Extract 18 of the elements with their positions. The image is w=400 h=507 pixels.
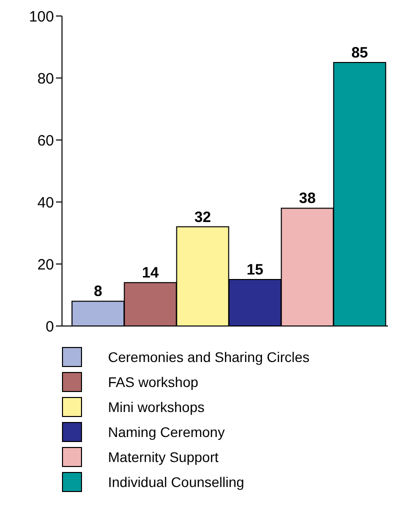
y-tick-label: 20 [37,256,54,274]
data-label: 15 [246,262,264,278]
legend-label: Maternity Support [108,448,218,464]
y-tick-label: 40 [37,194,54,212]
y-tick-label: 60 [37,132,54,150]
legend-label: Individual Counselling [108,474,244,490]
y-tick-label: 100 [28,8,54,26]
legend-label: FAS workshop [108,374,198,390]
data-label: 8 [94,283,102,300]
legend-label: Ceremonies and Sharing Circles [108,348,310,364]
data-label: 85 [351,44,368,62]
data-label: 32 [194,208,212,226]
data-label: 38 [298,190,316,208]
legend-label: Naming Ceremony [108,424,225,440]
y-tick-label: 0 [46,318,54,336]
legend-label: Mini workshops [108,398,204,414]
y-tick-label: 80 [37,70,54,88]
data-label: 14 [142,264,160,282]
